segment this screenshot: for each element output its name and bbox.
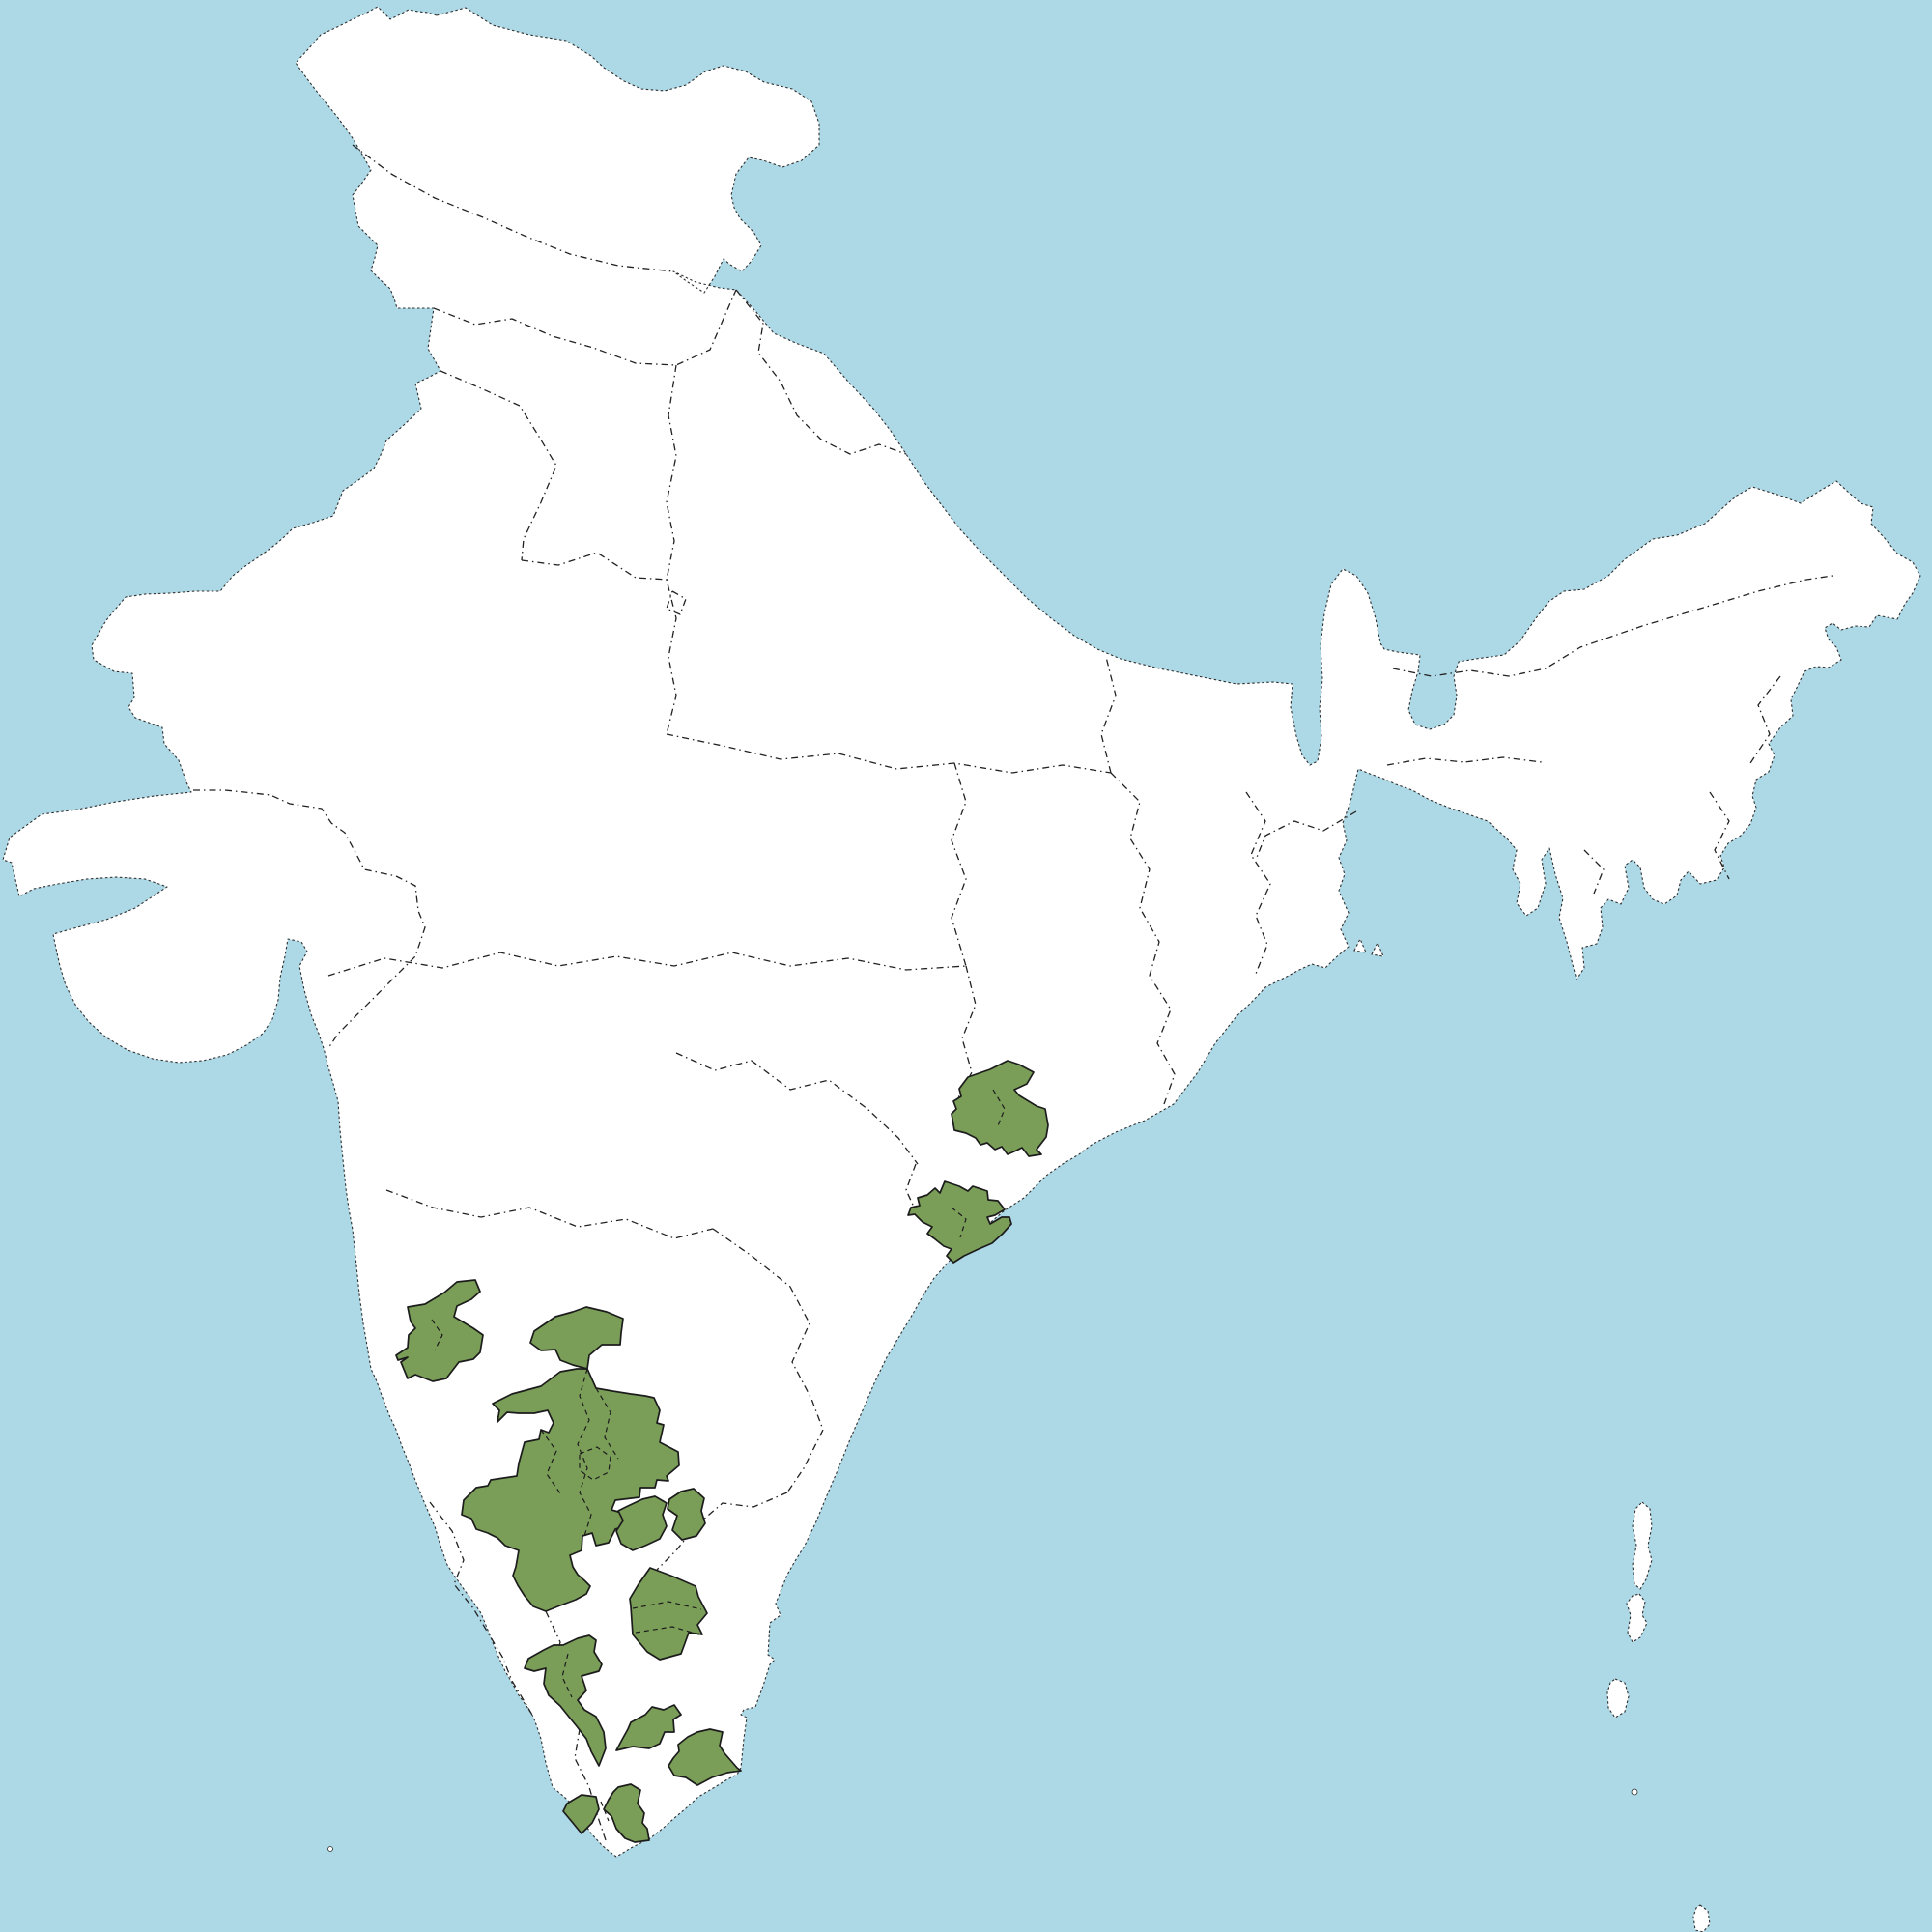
state-boundary xyxy=(327,952,967,977)
highlighted-district[interactable] xyxy=(615,1704,682,1751)
state-boundary xyxy=(1709,791,1730,880)
island xyxy=(1606,1678,1630,1719)
district-boundary xyxy=(431,1319,443,1351)
island xyxy=(1353,937,1367,953)
district-boundary xyxy=(632,1601,702,1610)
state-boundary xyxy=(656,1492,788,1571)
island xyxy=(1631,1788,1638,1796)
state-boundary xyxy=(193,789,426,1049)
state-boundary xyxy=(429,1501,534,1718)
highlighted-district[interactable] xyxy=(951,1060,1049,1157)
district-boundary xyxy=(992,1089,1006,1129)
highlighted-district[interactable] xyxy=(529,1306,624,1370)
highlighted-district[interactable] xyxy=(615,1495,668,1551)
state-boundary xyxy=(735,289,907,455)
state-boundary xyxy=(1392,575,1833,677)
district-boundary xyxy=(579,1446,611,1481)
state-boundary xyxy=(1255,810,1357,861)
state-boundary xyxy=(1110,772,1176,1105)
state-boundary xyxy=(1100,656,1117,774)
india-landmass xyxy=(2,6,1921,1858)
state-boundary xyxy=(1386,756,1543,766)
highlighted-district[interactable] xyxy=(524,1634,607,1767)
state-boundary xyxy=(712,1228,824,1493)
state-boundary xyxy=(666,590,687,615)
state-boundary xyxy=(675,1052,919,1165)
island xyxy=(1626,1593,1648,1643)
highlighted-district[interactable] xyxy=(629,1567,708,1661)
state-boundary xyxy=(905,1163,919,1216)
district-boundary xyxy=(561,1653,573,1698)
island xyxy=(1692,1904,1711,1932)
highlighted-district[interactable] xyxy=(907,1180,1012,1264)
highlighted-district[interactable] xyxy=(395,1279,484,1382)
state-boundary xyxy=(1583,849,1605,895)
highlighted-district[interactable] xyxy=(562,1794,600,1834)
state-boundary xyxy=(385,1189,714,1239)
highlighted-district[interactable] xyxy=(667,1488,706,1541)
district-boundary xyxy=(951,1207,967,1238)
district-boundary xyxy=(540,1429,561,1494)
state-boundary xyxy=(1245,791,1271,975)
highlighted-district[interactable] xyxy=(668,1728,742,1786)
district-boundary xyxy=(600,1801,610,1822)
island xyxy=(327,1846,333,1852)
highlighted-district[interactable] xyxy=(603,1783,650,1843)
island xyxy=(1371,941,1384,957)
highlighted-district[interactable] xyxy=(461,1368,680,1612)
state-boundary xyxy=(666,733,1112,774)
district-boundary xyxy=(635,1626,700,1635)
state-boundary xyxy=(951,762,967,967)
island xyxy=(1632,1501,1653,1590)
state-boundary xyxy=(1749,675,1781,764)
state-boundary xyxy=(440,370,557,561)
